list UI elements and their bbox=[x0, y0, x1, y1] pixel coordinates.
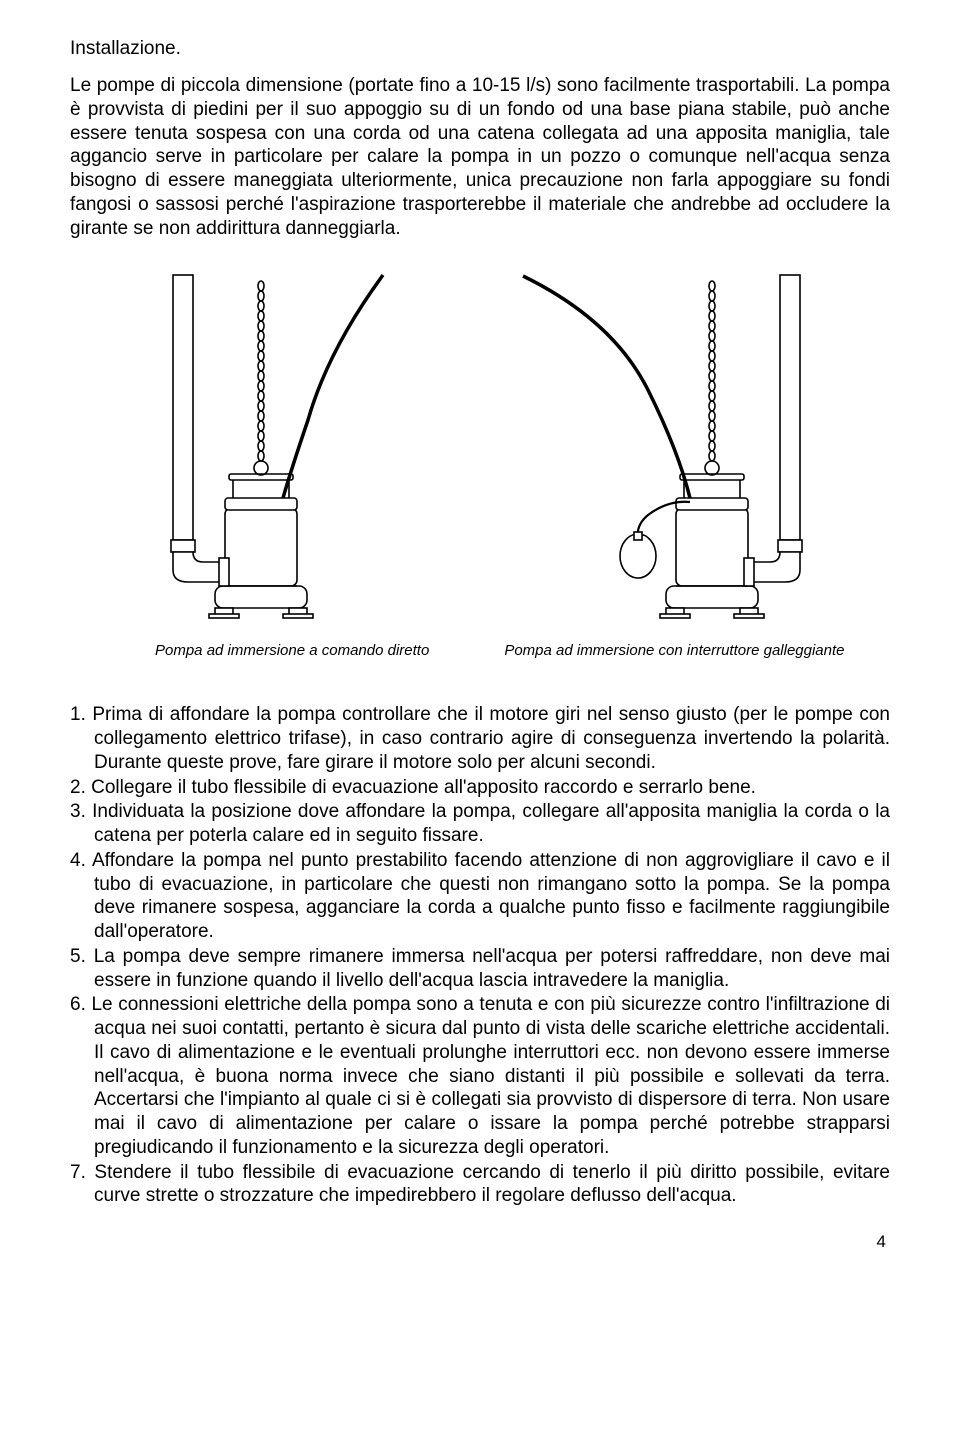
list-item: Affondare la pompa nel punto prestabilit… bbox=[70, 849, 890, 944]
figures-row bbox=[70, 270, 890, 630]
list-item: Prima di affondare la pompa controllare … bbox=[70, 703, 890, 774]
document-page: Installazione. Le pompe di piccola dimen… bbox=[0, 0, 960, 1282]
figure-captions-row: Pompa ad immersione a comando diretto Po… bbox=[70, 642, 890, 659]
list-item: Le connessioni elettriche della pompa so… bbox=[70, 993, 890, 1159]
caption-right: Pompa ad immersione con interruttore gal… bbox=[504, 642, 844, 659]
list-item: La pompa deve sempre rimanere immersa ne… bbox=[70, 945, 890, 993]
intro-paragraph: Le pompe di piccola dimensione (portate … bbox=[70, 74, 890, 240]
figure-right bbox=[518, 270, 828, 630]
pump-direct-icon bbox=[133, 270, 393, 630]
numbered-steps: Prima di affondare la pompa controllare … bbox=[70, 703, 890, 1208]
list-item: Collegare il tubo flessibile di evacuazi… bbox=[70, 776, 890, 800]
pump-float-icon bbox=[518, 270, 828, 630]
section-title: Installazione. bbox=[70, 38, 890, 60]
list-item: Stendere il tubo flessibile di evacuazio… bbox=[70, 1161, 890, 1209]
list-item: Individuata la posizione dove affondare … bbox=[70, 800, 890, 848]
page-number: 4 bbox=[70, 1232, 890, 1252]
figure-left bbox=[133, 270, 393, 630]
caption-left: Pompa ad immersione a comando diretto bbox=[155, 642, 429, 659]
